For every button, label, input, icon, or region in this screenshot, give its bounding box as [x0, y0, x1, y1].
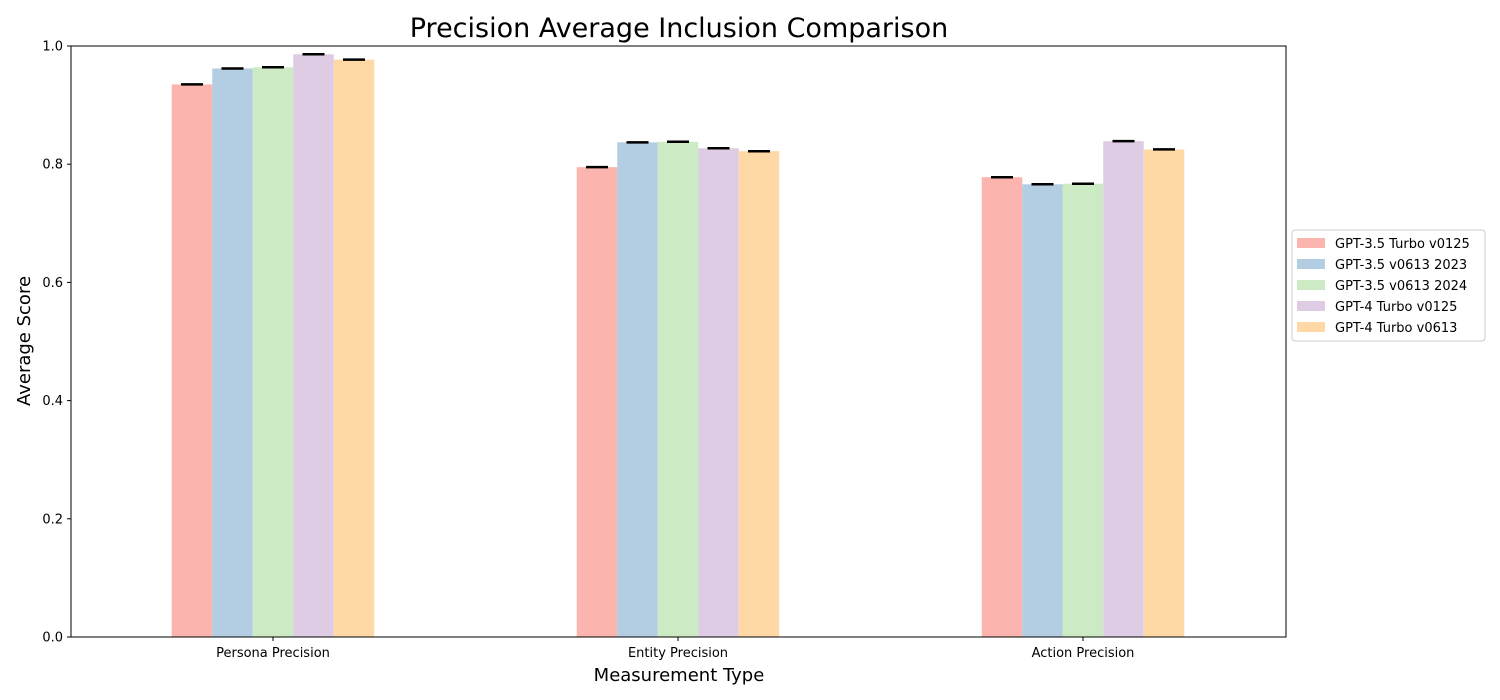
- bar: [576, 167, 618, 637]
- y-axis-label: Average Score: [14, 276, 35, 406]
- legend-box: [1291, 229, 1486, 342]
- legend-swatch: [1297, 259, 1325, 269]
- bar: [698, 148, 739, 638]
- bar: [252, 67, 294, 637]
- y-tick-label: 0.8: [42, 158, 63, 173]
- bar: [1022, 184, 1063, 637]
- bar: [293, 54, 334, 638]
- x-axis: Persona Precision Entity Precision Action …: [216, 637, 1134, 661]
- legend-swatch: [1297, 322, 1325, 332]
- bar: [657, 141, 699, 637]
- x-tick-label: Entity Precision: [628, 646, 728, 661]
- bar: [1062, 183, 1104, 637]
- legend-entry: GPT-4 Turbo v0125: [1335, 300, 1457, 315]
- y-axis: 0.0 0.2 0.4 0.6 0.8 1.0: [42, 40, 71, 646]
- bar: [738, 151, 780, 637]
- x-axis-label: Measurement Type: [594, 665, 765, 686]
- bar: [981, 177, 1023, 637]
- chart-title: Precision Average Inclusion Comparison: [410, 13, 948, 44]
- bar: [617, 142, 658, 637]
- legend-swatch: [1297, 301, 1325, 311]
- x-tick-label: Persona Precision: [216, 646, 330, 661]
- legend: GPT-3.5 Turbo v0125 GPT-3.5 v0613 2023 GPT…: [1291, 229, 1486, 342]
- y-tick-label: 0.2: [42, 512, 63, 527]
- plot-area: [171, 53, 1185, 638]
- bar: [333, 59, 375, 637]
- legend-entry: GPT-3.5 v0613 2023: [1335, 258, 1467, 273]
- x-tick-label: Action Precision: [1032, 646, 1135, 661]
- y-tick-label: 0.6: [42, 276, 63, 291]
- y-tick-label: 1.0: [42, 40, 63, 55]
- legend-swatch: [1297, 280, 1325, 290]
- bar: [212, 68, 253, 637]
- bar: [1143, 149, 1185, 638]
- y-tick-label: 0.4: [42, 394, 63, 409]
- legend-entry: GPT-4 Turbo v0613: [1335, 321, 1457, 336]
- legend-entry: GPT-3.5 Turbo v0125: [1335, 237, 1470, 252]
- legend-swatch: [1297, 238, 1325, 248]
- bar: [1103, 141, 1144, 637]
- legend-entry: GPT-3.5 v0613 2024: [1335, 279, 1467, 294]
- bar: [171, 84, 213, 638]
- y-tick-label: 0.0: [42, 631, 63, 646]
